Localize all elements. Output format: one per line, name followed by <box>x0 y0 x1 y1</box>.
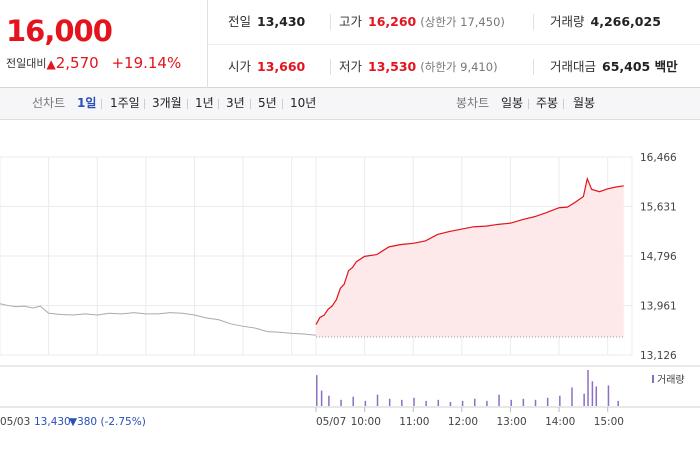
y-axis-ticks: 16,466 15,631 14,796 13,961 13,126 <box>640 152 677 362</box>
tab-candle-weekly[interactable]: 주봉 <box>536 96 559 110</box>
volume-bars <box>316 370 619 406</box>
volume-bar <box>461 400 464 406</box>
tab-candle-daily[interactable]: 일봉 <box>501 96 524 110</box>
y-tick-label: 13,126 <box>640 350 677 362</box>
y-tick-label: 14,796 <box>640 251 677 263</box>
volume-bar <box>376 394 379 406</box>
volume-bar <box>510 399 512 406</box>
volume-bar <box>328 395 330 406</box>
quote-header: 16,000 전일대비▲2,570 +19.14% 전일 13,430 고가 16,… <box>0 0 700 88</box>
change-value: 2,570 <box>55 54 99 72</box>
tab-period-1d[interactable]: 1일 <box>77 96 97 110</box>
up-triangle-icon: ▲ <box>46 57 56 71</box>
change-label: 전일대비 <box>6 57 47 70</box>
tab-period-10y[interactable]: 10년 <box>290 96 317 110</box>
candle-chart-label: 봉차트 <box>456 96 490 110</box>
volume-bar <box>340 399 342 406</box>
volume-bar <box>352 396 354 406</box>
volume-bar <box>316 375 318 406</box>
volume-bar <box>522 398 525 406</box>
volume-legend-swatch <box>652 375 654 383</box>
stats-row-1: 전일 13,430 고가 16,260 (상한가 17,450) 거래량 4,266,0… <box>208 0 700 44</box>
x-tick-label: 12:00 <box>448 416 478 428</box>
x-tick-label: 15:00 <box>594 416 624 428</box>
volume-bar <box>413 397 415 406</box>
price-chart: 16,466 15,631 14,796 13,961 13,126 거래량 05/03… <box>0 152 700 428</box>
volume-bar <box>437 399 440 406</box>
x-tick-label: 11:00 <box>399 416 429 428</box>
x-tick-label: 13:00 <box>496 416 526 428</box>
tab-period-1w[interactable]: 1주일 <box>110 96 140 110</box>
today-series-line <box>315 176 624 325</box>
stat-amount: 거래대금 65,405 백만 <box>550 59 678 74</box>
tab-period-3y[interactable]: 3년 <box>226 96 245 110</box>
volume-bar <box>449 401 452 406</box>
y-tick-label: 13,961 <box>640 301 677 313</box>
stats-panel: 전일 13,430 고가 16,260 (상한가 17,450) 거래량 4,266,0… <box>208 0 700 88</box>
volume-bar <box>559 395 561 406</box>
volume-bar <box>595 386 598 406</box>
chart-tab-bar: 선차트 1일 1주일 3개월 1년 3년 5년 10년 봉차트 일봉 주봉 월봉 <box>0 88 700 120</box>
tab-candle-monthly[interactable]: 월봉 <box>573 96 596 110</box>
y-tick-label: 16,466 <box>640 152 677 164</box>
stat-low: 저가 13,530 (하한가 9,410) <box>339 59 498 74</box>
volume-bar <box>486 400 488 406</box>
volume-bar <box>320 390 323 406</box>
price-box: 16,000 전일대비▲2,570 +19.14% <box>0 0 208 88</box>
x-tick-label: 14:00 <box>545 416 575 428</box>
volume-bar <box>587 370 589 406</box>
volume-bar <box>474 398 476 406</box>
stats-row-2: 시가 13,660 저가 13,530 (하한가 9,410) 거래대금 65,405 … <box>208 44 700 89</box>
x-tick-label: 10:00 <box>351 416 381 428</box>
change-row: 전일대비▲2,570 +19.14% <box>6 54 181 72</box>
current-price: 16,000 <box>6 14 113 48</box>
volume-bar <box>617 400 619 406</box>
volume-bar <box>534 399 537 406</box>
volume-legend-label: 거래량 <box>657 374 685 386</box>
volume-bar <box>425 400 427 406</box>
volume-bar <box>401 399 403 406</box>
stat-open: 시가 13,660 <box>228 59 306 74</box>
tab-period-5y[interactable]: 5년 <box>258 96 277 110</box>
change-percent: +19.14% <box>111 54 182 72</box>
tab-period-3m[interactable]: 3개월 <box>152 96 182 110</box>
x-tick-label: 05/07 <box>316 416 346 428</box>
prev-day-change-label: ▼380 (-2.75%) <box>69 416 146 428</box>
today-fill-area <box>316 178 624 337</box>
stat-volume: 거래량 4,266,025 <box>550 14 661 29</box>
prev-day-series-line <box>0 303 317 336</box>
volume-bar <box>498 394 500 406</box>
y-tick-label: 15,631 <box>640 202 677 214</box>
tab-period-1y[interactable]: 1년 <box>195 96 214 110</box>
prev-day-close-label: 13,430 <box>34 416 71 428</box>
volume-bar <box>388 398 391 406</box>
volume-bar <box>583 393 585 406</box>
line-chart-label: 선차트 <box>32 96 66 110</box>
volume-bar <box>364 400 367 406</box>
prev-day-date-label: 05/03 <box>0 416 30 428</box>
stat-prev-close: 전일 13,430 <box>228 14 306 29</box>
volume-bar <box>546 397 549 406</box>
volume-bar <box>591 381 594 406</box>
volume-bar <box>571 387 573 406</box>
volume-bar <box>607 385 610 406</box>
stat-high: 고가 16,260 (상한가 17,450) <box>339 14 505 29</box>
x-axis-ticks: 05/07 10:00 11:00 12:00 13:00 14:00 15:00 <box>315 407 624 428</box>
